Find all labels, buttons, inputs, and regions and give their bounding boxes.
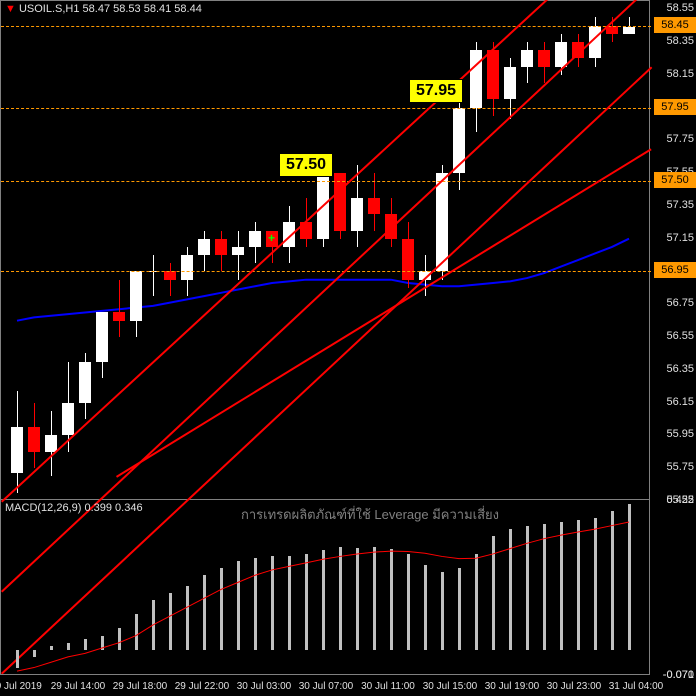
macd-panel[interactable]: MACD(12,26,9) 0.399 0.346 การเทรดผลิตภัณ…	[0, 500, 650, 675]
price-tick: 56.15	[666, 396, 694, 408]
price-annotation: 57.50	[279, 153, 333, 177]
price-tick: 56.75	[666, 297, 694, 309]
moving-average-line	[17, 239, 629, 321]
candle-body	[538, 50, 550, 66]
horizontal-line	[1, 271, 651, 272]
x-tick: 30 Jul 11:00	[361, 681, 415, 692]
x-tick: 30 Jul 19:00	[485, 681, 540, 692]
candle-body	[130, 271, 142, 320]
candle-body	[113, 312, 125, 320]
x-axis: 29 Jul 2019 29 Jul 14:00 29 Jul 18:00 29 Ju…	[0, 675, 696, 696]
chart-container: ▼ USOIL.S,H1 58.47 58.53 58.41 58.44 + 5…	[0, 0, 696, 696]
candle-body	[79, 362, 91, 403]
x-tick: 30 Jul 23:00	[547, 681, 602, 692]
candle-body	[249, 231, 261, 247]
x-tick: 31 Jul 04:00	[609, 681, 664, 692]
macd-signal-line	[17, 522, 629, 671]
candle-body	[28, 427, 40, 452]
candle-body	[198, 239, 210, 255]
price-tick: 57.15	[666, 232, 694, 244]
price-annotation: 57.95	[409, 79, 463, 103]
price-tick: 57.35	[666, 199, 694, 211]
candle-wick	[153, 255, 154, 296]
candle-body	[521, 50, 533, 66]
candle-body	[96, 312, 108, 361]
x-tick: 30 Jul 15:00	[423, 681, 478, 692]
hline-price-label: 58.45	[654, 17, 696, 33]
x-tick: 29 Jul 22:00	[175, 681, 230, 692]
candle-body	[504, 67, 516, 100]
candle-body	[623, 27, 635, 34]
price-tick: 55.95	[666, 428, 694, 440]
macd-svg	[1, 500, 651, 675]
price-tick: 55.75	[666, 461, 694, 473]
x-tick: 29 Jul 2019	[0, 681, 42, 692]
x-tick: 29 Jul 14:00	[51, 681, 106, 692]
price-y-axis: 55.5555.7555.9556.1556.3556.5556.7556.95…	[650, 0, 696, 500]
price-tick: 57.75	[666, 133, 694, 145]
horizontal-line	[1, 108, 651, 109]
hline-price-label: 57.50	[654, 172, 696, 188]
price-tick: 58.35	[666, 35, 694, 47]
horizontal-line	[1, 181, 651, 182]
candle-body	[62, 403, 74, 436]
price-tick: 56.35	[666, 363, 694, 375]
price-tick: 56.55	[666, 330, 694, 342]
macd-tick: 0.422	[666, 494, 694, 506]
candle-body	[232, 247, 244, 255]
x-tick: 30 Jul 03:00	[237, 681, 292, 692]
candle-wick	[170, 263, 171, 296]
candle-body	[487, 50, 499, 99]
x-tick: 30 Jul 07:00	[299, 681, 354, 692]
macd-y-axis: -0.071-0.0700.422	[650, 500, 696, 675]
candle-body	[402, 239, 414, 280]
candle-body	[368, 198, 380, 214]
candle-body	[215, 239, 227, 255]
price-panel[interactable]: ▼ USOIL.S,H1 58.47 58.53 58.41 58.44 + 5…	[0, 0, 650, 500]
candle-wick	[119, 280, 120, 337]
hline-price-label: 57.95	[654, 99, 696, 115]
candle-body	[11, 427, 23, 473]
horizontal-line	[1, 26, 651, 27]
candle-body	[164, 271, 176, 279]
cross-marker-icon: +	[268, 231, 275, 245]
hline-price-label: 56.95	[654, 262, 696, 278]
candle-body	[181, 255, 193, 280]
x-tick: 29 Jul 18:00	[113, 681, 168, 692]
price-tick: 58.15	[666, 68, 694, 80]
price-tick: 58.55	[666, 2, 694, 14]
candle-body	[351, 198, 363, 231]
